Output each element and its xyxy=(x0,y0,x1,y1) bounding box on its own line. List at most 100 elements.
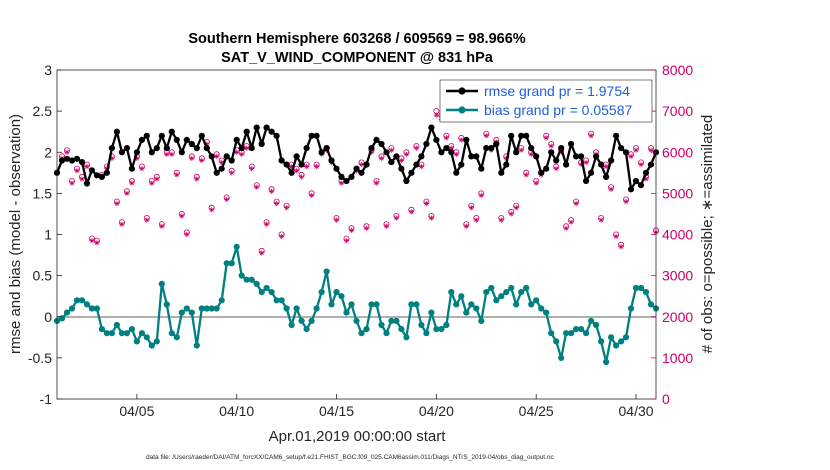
rmse-point xyxy=(608,157,615,164)
rmse-point xyxy=(508,132,515,139)
obs-assimilated-point xyxy=(428,215,434,221)
obs-assimilated-point xyxy=(508,211,514,217)
rmse-point xyxy=(83,180,91,187)
obs-assimilated-point xyxy=(398,157,405,164)
rmse-point xyxy=(433,136,440,143)
rmse-point xyxy=(488,145,495,152)
bias-point xyxy=(468,301,475,308)
rmse-point xyxy=(238,145,245,152)
obs-assimilated-point xyxy=(633,147,639,153)
bias-point xyxy=(622,334,630,341)
obs-assimilated-point xyxy=(244,145,250,151)
obs-assimilated-point xyxy=(523,172,529,178)
bias-point xyxy=(243,276,250,283)
obs-assimilated-point xyxy=(573,201,579,207)
rmse-point xyxy=(632,177,640,185)
rmse-point xyxy=(293,153,300,160)
obs-assimilated-point xyxy=(528,151,534,157)
obs-assimilated-point xyxy=(638,161,644,168)
obs-assimilated-point xyxy=(548,143,554,149)
bias-point xyxy=(333,289,340,296)
bias-point xyxy=(543,309,550,316)
rmse-point xyxy=(388,159,395,166)
rmse-point xyxy=(263,124,270,131)
rmse-point xyxy=(323,145,330,152)
rmse-point xyxy=(518,132,525,139)
rmse-point xyxy=(58,157,66,164)
bias-point xyxy=(553,338,560,345)
obs-assimilated-point xyxy=(373,180,380,186)
y-axis-right-label: # of obs: o=possible; ∗=assimilated xyxy=(699,115,716,354)
rmse-point xyxy=(273,132,280,139)
rmse-point xyxy=(298,161,305,168)
bias-point xyxy=(637,284,645,292)
bias-point xyxy=(248,276,255,283)
bias-point xyxy=(378,321,385,329)
obs-assimilated-point xyxy=(144,217,150,223)
x-tick-label: 04/10 xyxy=(219,403,254,419)
rmse-point xyxy=(468,153,475,160)
obs-assimilated-point xyxy=(613,233,619,240)
bias-point xyxy=(318,289,325,296)
rmse-point xyxy=(113,128,120,135)
rmse-point xyxy=(548,149,555,156)
obs-assimilated-point xyxy=(333,217,340,223)
bias-point xyxy=(448,289,455,296)
rmse-point xyxy=(163,145,170,152)
obs-assimilated-point xyxy=(513,205,519,211)
bias-point xyxy=(538,305,545,312)
obs-assimilated-point xyxy=(443,135,449,141)
rmse-point xyxy=(573,153,580,160)
obs-assimilated-point xyxy=(598,217,604,223)
obs-assimilated-point xyxy=(358,161,365,168)
y-right-tick-label: 0 xyxy=(662,391,670,407)
rmse-point xyxy=(448,149,455,156)
rmse-point xyxy=(338,173,345,180)
obs-assimilated-point xyxy=(264,221,270,227)
obs-assimilated-point xyxy=(558,149,564,155)
rmse-point xyxy=(243,128,250,135)
bias-point xyxy=(368,301,375,308)
y-right-tick-label: 4000 xyxy=(662,227,693,243)
obs-assimilated-point xyxy=(109,155,115,162)
obs-assimilated-point xyxy=(269,188,275,194)
y-left-tick-label: 1.5 xyxy=(33,185,53,201)
obs-assimilated-point xyxy=(498,217,504,223)
y-left-tick-label: 2.5 xyxy=(33,103,53,119)
obs-assimilated-point xyxy=(298,174,305,180)
obs-assimilated-point xyxy=(478,192,484,199)
bias-point xyxy=(647,301,655,308)
rmse-point xyxy=(438,149,445,156)
obs-assimilated-point xyxy=(603,164,609,170)
bias-point xyxy=(388,317,395,324)
obs-assimilated-point xyxy=(194,176,200,182)
rmse-point xyxy=(558,145,565,152)
obs-assimilated-point xyxy=(468,205,474,211)
bias-point xyxy=(208,305,215,312)
bias-point xyxy=(313,305,320,312)
obs-assimilated-point xyxy=(608,186,614,192)
obs-assimilated-point xyxy=(159,223,165,229)
rmse-point xyxy=(622,149,630,156)
rmse-point xyxy=(93,172,100,179)
x-tick-label: 04/15 xyxy=(319,403,354,419)
rmse-point xyxy=(647,161,655,168)
obs-assimilated-point xyxy=(543,135,549,141)
bias-point xyxy=(588,317,595,324)
y-right-tick-label: 1000 xyxy=(662,350,693,366)
bias-point xyxy=(503,289,510,296)
bias-point xyxy=(428,309,435,316)
x-axis-label: Apr.01,2019 00:00:00 start xyxy=(269,428,447,445)
obs-assimilated-point xyxy=(219,159,225,166)
bias-point xyxy=(203,305,210,312)
bias-point xyxy=(268,289,275,296)
rmse-point xyxy=(373,136,380,143)
x-axis-ticks: 04/05 04/10 04/15 04/20 04/25 04/30 xyxy=(119,394,654,419)
bias-point xyxy=(143,334,150,341)
bias-point xyxy=(598,338,605,345)
bias-point xyxy=(618,338,625,345)
rmse-point xyxy=(368,145,375,152)
x-tick-label: 04/30 xyxy=(619,403,654,419)
obs-assimilated-point xyxy=(224,196,230,203)
legend: rmse grand pr = 1.9754 bias grand pr = 0… xyxy=(439,79,653,123)
